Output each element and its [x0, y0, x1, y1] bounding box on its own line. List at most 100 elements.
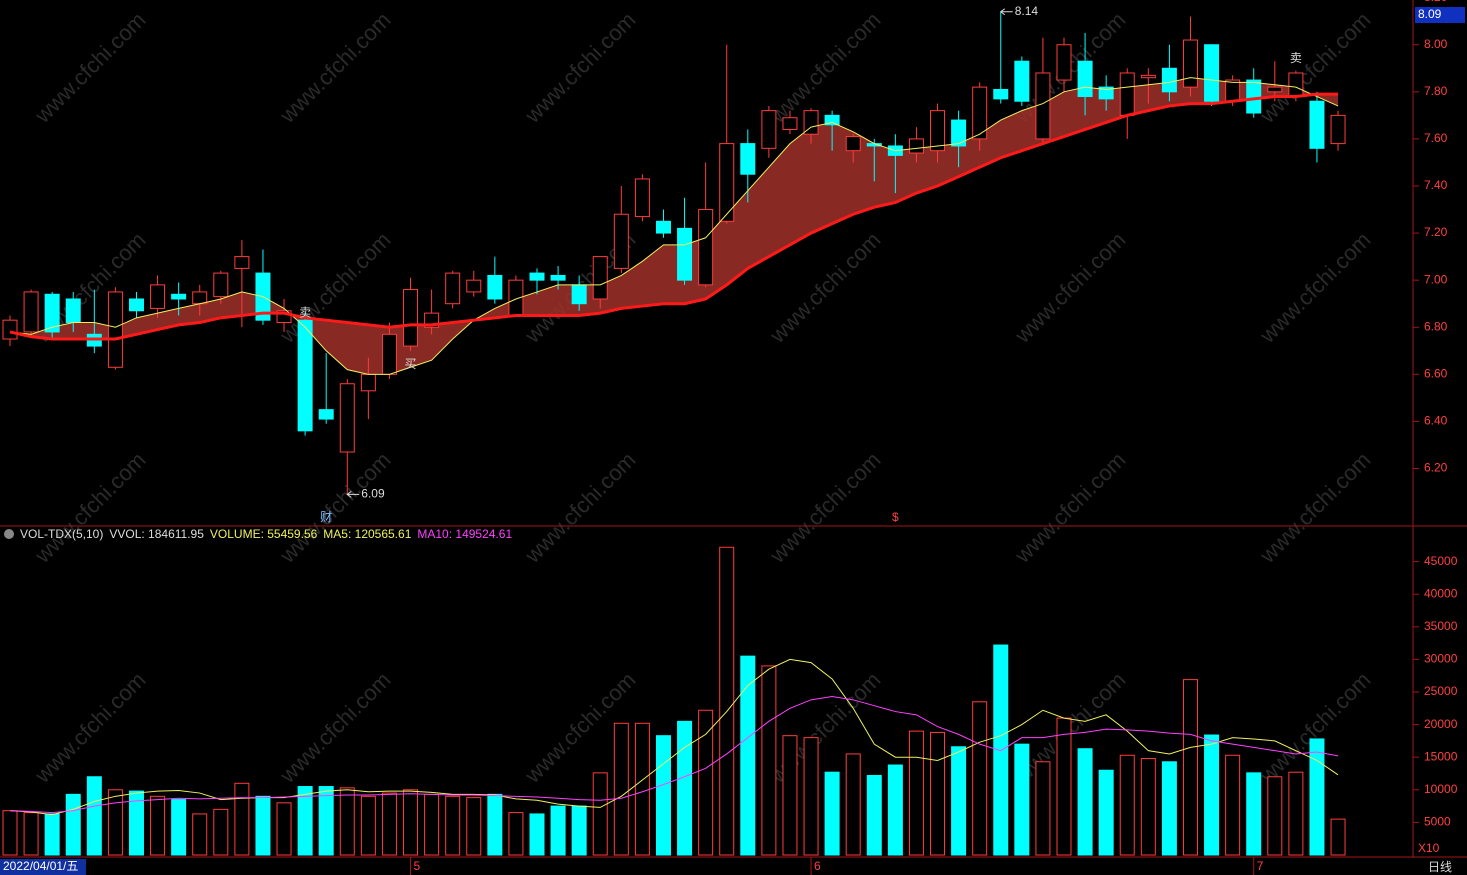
candle-body — [339, 383, 355, 453]
y-tick-label: 30000 — [1424, 652, 1458, 666]
volume-bar — [1056, 717, 1072, 856]
y-tick-label: 7.60 — [1424, 131, 1448, 145]
month-label: 5 — [414, 859, 421, 873]
volume-bar — [1035, 761, 1051, 856]
event-marker: 财 — [320, 510, 332, 524]
period-label: 日线 — [1428, 860, 1452, 874]
candle-body — [1140, 74, 1156, 79]
collapse-icon[interactable] — [4, 529, 14, 539]
volume-bar — [550, 805, 566, 856]
volume-ma-line — [9, 696, 1339, 814]
candle-body — [1077, 60, 1093, 98]
candle-body — [1182, 39, 1198, 88]
annotation-arrow — [346, 490, 360, 498]
candle-body — [951, 119, 967, 147]
candle-body — [1288, 72, 1304, 98]
y-tick-label: 8.00 — [1424, 37, 1448, 51]
volume-bar — [1182, 679, 1198, 856]
signal: 买 — [405, 357, 417, 371]
volume-bar — [1098, 769, 1114, 856]
price-box — [1415, 7, 1465, 23]
y-tick-label: 25000 — [1424, 684, 1458, 698]
y-tick-label: 7.20 — [1424, 225, 1448, 239]
signal: 卖 — [299, 305, 311, 319]
volume-bar — [761, 665, 777, 856]
candle-body — [276, 310, 292, 324]
volume-bar — [1267, 776, 1283, 856]
volume-bar — [824, 771, 840, 856]
indicator-header: VOL-TDX(5,10) — [20, 527, 103, 541]
volume-bar — [128, 790, 144, 856]
candle-body — [23, 291, 39, 333]
volume-bar — [1288, 771, 1304, 856]
candle-body — [107, 291, 123, 368]
scale-label: X10 — [1418, 841, 1440, 855]
candle-body — [592, 256, 608, 300]
volume-bar — [698, 709, 714, 856]
volume-bar — [381, 792, 397, 856]
annotation-arrow — [999, 8, 1013, 16]
signal: 卖 — [1290, 51, 1302, 65]
candle-body — [318, 409, 334, 420]
candle-body — [1014, 60, 1030, 102]
candle-body — [908, 138, 924, 154]
volume-bar — [1246, 772, 1262, 856]
candle-body — [1267, 86, 1283, 93]
volume-bar — [508, 812, 524, 856]
candle-body — [698, 209, 714, 286]
volume-bar — [740, 655, 756, 856]
volume-bar — [445, 795, 461, 856]
volume-ma-line — [9, 658, 1339, 816]
candle-body — [613, 213, 629, 269]
ma-band — [10, 77, 1339, 375]
candle-body — [1204, 44, 1220, 102]
candle-body — [234, 256, 250, 269]
volume-bar — [993, 644, 1009, 856]
ma-line — [9, 92, 1339, 341]
candle-body — [297, 319, 313, 432]
volume-bar — [234, 782, 250, 856]
volume-bar — [908, 730, 924, 856]
y-tick-label: 10000 — [1424, 782, 1458, 796]
candle-body — [803, 110, 819, 135]
volume-bar — [213, 808, 229, 856]
volume-bar — [782, 735, 798, 856]
volume-bar — [1077, 748, 1093, 856]
y-tick-label: 6.40 — [1424, 414, 1448, 428]
candle-body — [529, 272, 545, 281]
candle-body — [44, 293, 60, 333]
candle-body — [381, 333, 397, 375]
candle-body — [634, 178, 650, 218]
volume-bar — [318, 786, 334, 856]
month-label: 6 — [814, 859, 821, 873]
volume-bar — [360, 795, 376, 856]
volume-bar — [1119, 754, 1135, 856]
volume-bar — [677, 720, 693, 856]
volume-bar — [634, 722, 650, 856]
volume-bar — [1014, 743, 1030, 856]
volume-bar — [529, 813, 545, 856]
volume-bar — [803, 737, 819, 856]
y-tick-label: 40000 — [1424, 586, 1458, 600]
candle-body — [782, 117, 798, 130]
volume-bar — [613, 722, 629, 856]
indicator-header: VVOL: 184611.95 — [109, 527, 204, 541]
volume-bar — [655, 735, 671, 856]
volume-bar — [592, 772, 608, 856]
candle-body — [150, 284, 166, 309]
candle-body — [719, 143, 735, 222]
volume-bar — [171, 799, 187, 856]
volume-bar — [951, 746, 967, 856]
y-tick-label: 7.40 — [1424, 178, 1448, 192]
candle-body — [1119, 72, 1135, 116]
event-marker: $ — [892, 510, 899, 524]
price-box-label: 8.09 — [1418, 7, 1442, 21]
indicator-header: VOLUME: 55459.56 — [210, 527, 318, 541]
y-tick-label: 35000 — [1424, 619, 1458, 633]
candle-body — [2, 319, 18, 340]
volume-bar — [930, 731, 946, 856]
candle-body — [1309, 100, 1325, 149]
volume-bar — [1204, 734, 1220, 856]
